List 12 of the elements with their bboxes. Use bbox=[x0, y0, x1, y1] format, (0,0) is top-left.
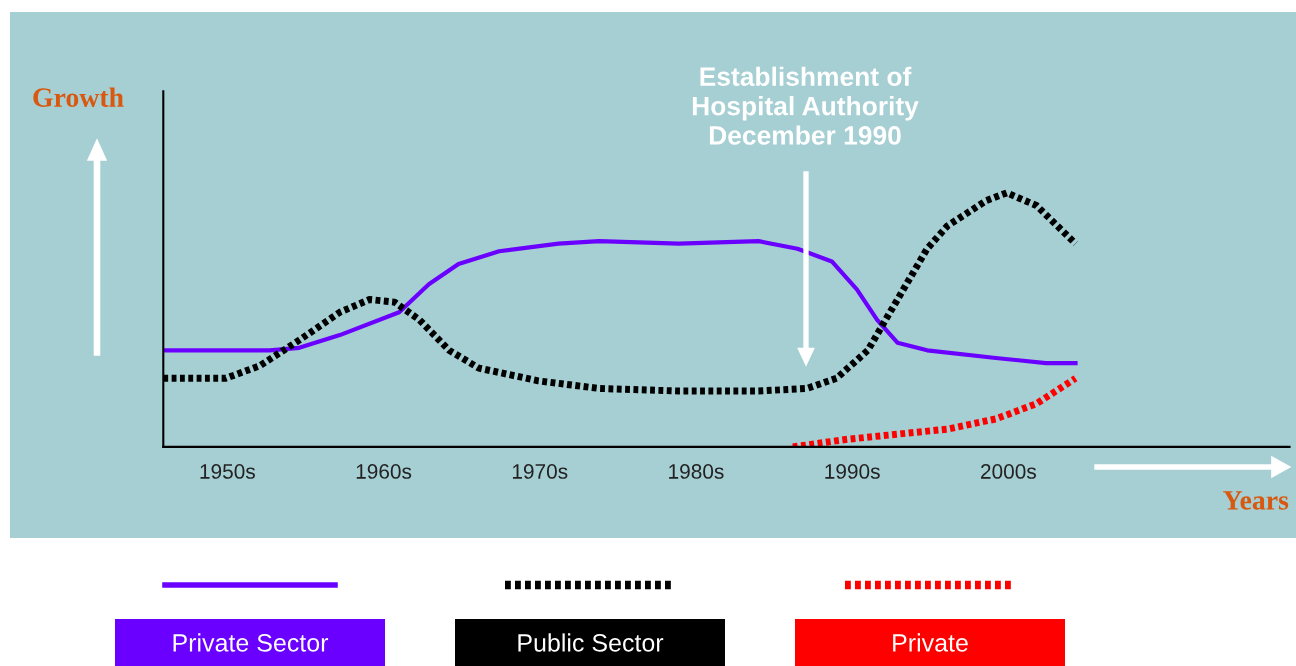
x-tick-label: 2000s bbox=[981, 464, 1036, 479]
x-tick-label: 1970s bbox=[512, 464, 568, 479]
y-axis-title: Growth bbox=[33, 87, 124, 107]
x-tick-label: 1980s bbox=[669, 464, 724, 479]
text: Establishment of Hospital Authority December 1990 bbox=[692, 66, 919, 145]
x-tick-label: 1950s bbox=[200, 464, 255, 479]
x-tick-label: 1990s bbox=[825, 464, 880, 479]
text: Private bbox=[893, 633, 968, 652]
text: Private Sector bbox=[173, 633, 329, 652]
x-tick-label: 1960s bbox=[356, 464, 412, 479]
x-axis-title: Years bbox=[1223, 491, 1289, 510]
text: Public Sector bbox=[518, 633, 664, 652]
